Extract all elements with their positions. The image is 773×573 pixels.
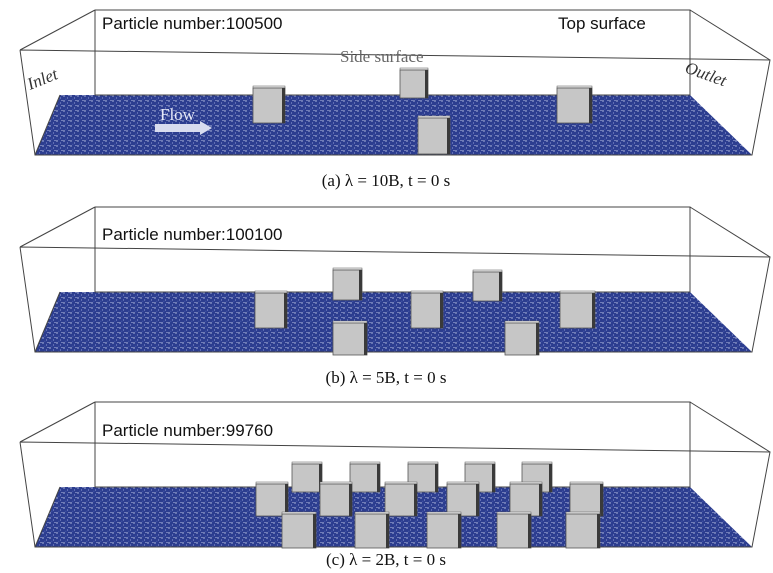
inlet-label: Inlet (23, 64, 61, 94)
cube-side (458, 514, 461, 548)
cube-side (386, 514, 389, 548)
edge (690, 10, 770, 60)
cube-side (528, 514, 531, 548)
cube-front (418, 118, 450, 154)
cube-side (536, 323, 539, 355)
cube-side (359, 270, 362, 300)
edge (20, 402, 95, 442)
cube-front (385, 484, 417, 516)
cube-side (592, 293, 595, 328)
cube-side (313, 514, 316, 548)
edge (690, 207, 770, 257)
cube-side (284, 293, 287, 328)
figure: Particle number:100500 (a) λ = 10B, t = … (0, 0, 773, 573)
cube-front (333, 323, 367, 355)
cube-front (411, 293, 443, 328)
cube-side (349, 484, 352, 516)
cube-side (492, 464, 495, 492)
floor (35, 292, 752, 352)
edge (20, 207, 95, 247)
cube-front (320, 484, 352, 516)
cube-side (539, 484, 542, 516)
caption: (b) λ = 5B, t = 0 s (326, 368, 447, 387)
cube-front (447, 484, 479, 516)
cube-side (377, 464, 380, 492)
flow-label: Flow (160, 105, 196, 124)
cube-front (333, 270, 362, 300)
cube-side (549, 464, 552, 492)
cube-front (255, 293, 287, 328)
particle-label: Particle number:100100 (102, 225, 283, 244)
caption: (c) λ = 2B, t = 0 s (326, 550, 446, 569)
cube-side (435, 464, 438, 492)
cube-front (560, 293, 595, 328)
top-surface-label: Top surface (558, 14, 646, 33)
cube-front (505, 323, 539, 355)
cube-side (597, 514, 600, 548)
cube-front (253, 88, 285, 123)
particle-label: Particle number:99760 (102, 421, 273, 440)
cube-side (425, 70, 428, 98)
cube-front (566, 514, 600, 548)
cube-side (414, 484, 417, 516)
cube-side (600, 484, 603, 516)
cube-side (440, 293, 443, 328)
cube-front (570, 484, 603, 516)
cube-front (427, 514, 461, 548)
cube-side (447, 118, 450, 154)
edge (690, 402, 770, 452)
cube-side (282, 88, 285, 123)
cube-front (350, 464, 380, 492)
cube-front (400, 70, 428, 98)
cube-side (364, 323, 367, 355)
cube-side (476, 484, 479, 516)
cube-front (292, 464, 322, 492)
particle-label: Particle number:100500 (102, 14, 283, 33)
edge (20, 10, 95, 50)
cube-side (499, 272, 502, 301)
cube-side (285, 484, 288, 516)
side-surface-label: Side surface (340, 47, 424, 66)
floor (35, 95, 752, 155)
cube-front (282, 514, 316, 548)
cube-side (589, 88, 592, 123)
cube-front (510, 484, 542, 516)
cube-front (557, 88, 592, 123)
caption: (a) λ = 10B, t = 0 s (322, 171, 450, 190)
cube-front (497, 514, 531, 548)
cube-front (355, 514, 389, 548)
cube-front (473, 272, 502, 301)
cube-front (256, 484, 288, 516)
